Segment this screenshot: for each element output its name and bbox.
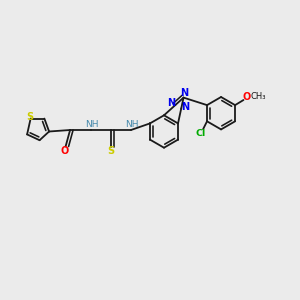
Text: N: N — [181, 102, 189, 112]
Text: Cl: Cl — [196, 129, 206, 138]
Text: N: N — [180, 88, 188, 98]
Text: N: N — [167, 98, 175, 108]
Text: S: S — [26, 112, 33, 122]
Text: O: O — [243, 92, 251, 102]
Text: O: O — [61, 146, 69, 156]
Text: NH: NH — [125, 120, 138, 129]
Text: S: S — [108, 146, 115, 156]
Text: NH: NH — [85, 120, 98, 129]
Text: CH₃: CH₃ — [250, 92, 266, 100]
